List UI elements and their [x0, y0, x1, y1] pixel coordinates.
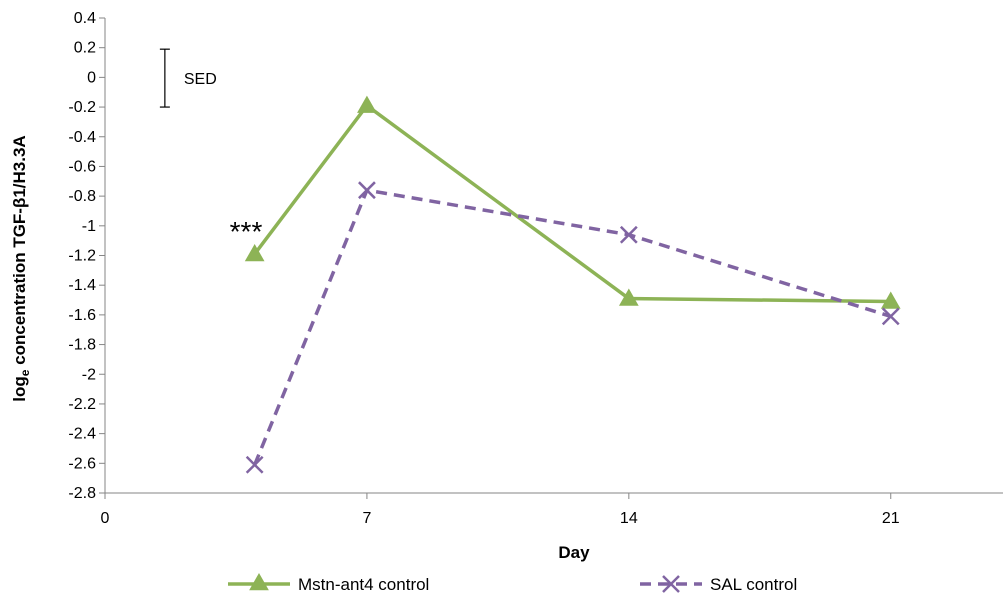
annotations: *** SED	[159, 48, 263, 247]
x-tick-label: 0	[101, 510, 110, 527]
data-point-mstn-ant4-control	[244, 244, 265, 262]
series-sal-control	[245, 181, 900, 474]
y-tick-label: 0.2	[74, 40, 96, 57]
y-tick-label: -1	[82, 218, 96, 235]
x-marker-stroke	[245, 455, 264, 474]
legend-label: Mstn-ant4 control	[298, 575, 429, 594]
x-tick-label: 14	[620, 510, 638, 527]
series-group	[244, 95, 901, 474]
x-marker-stroke	[881, 307, 900, 326]
y-axis-title-prefix: log	[10, 376, 29, 402]
data-point-mstn-ant4-control	[880, 291, 901, 309]
y-tick-label: -2.6	[68, 455, 96, 472]
series-mstn-ant4-control	[244, 95, 901, 309]
data-point-mstn-ant4-control	[618, 288, 639, 306]
y-tick-label: -1.6	[68, 307, 96, 324]
y-tick-label: 0.4	[74, 10, 96, 27]
tick-labels: 0.4 0.2 0 -0.2 -0.4 -0.6 -0.8 -1 -1.2 -1.4 -1.6 -1.…	[68, 10, 899, 527]
legend-item-mstn-ant4-control: Mstn-ant4 control	[228, 572, 429, 594]
data-point-sal-control	[358, 181, 376, 200]
series-line-sal-control	[253, 188, 892, 466]
legend-label: SAL control	[710, 575, 797, 594]
series-line-mstn-ant4-control	[253, 103, 891, 304]
y-tick-label: -0.6	[68, 158, 96, 175]
y-tick-label: -1.2	[68, 248, 96, 265]
y-tick-label: -0.8	[68, 188, 96, 205]
legend-item-sal-control: SAL control	[640, 575, 797, 594]
y-tick-label: -2	[82, 366, 96, 383]
data-point-mstn-ant4-control	[357, 95, 377, 113]
x-marker-stroke	[662, 575, 680, 593]
x-marker-stroke	[619, 225, 638, 244]
x-axis-title: Day	[558, 543, 590, 562]
y-tick-label: -2.8	[68, 485, 96, 502]
sed-error-bar: SED	[159, 48, 217, 108]
legend: Mstn-ant4 control SAL control	[228, 572, 797, 594]
data-point-sal-control	[619, 225, 638, 244]
y-tick-label: -0.2	[68, 99, 96, 116]
data-point-sal-control	[245, 455, 264, 474]
y-tick-label: -0.4	[68, 129, 96, 146]
axes	[99, 17, 1003, 499]
y-axis-title-suffix: concentration TGF-β1/H3.3A	[10, 135, 29, 369]
y-tick-label: -1.8	[68, 337, 96, 354]
x-marker-stroke	[358, 181, 376, 200]
x-tick-label: 7	[362, 510, 371, 527]
data-point-sal-control	[881, 307, 900, 326]
legend-marker	[662, 575, 680, 593]
sed-label: SED	[184, 71, 217, 88]
y-tick-label: -2.2	[68, 396, 96, 413]
y-axis-title: loge concentration TGF-β1/H3.3A	[10, 135, 32, 401]
legend-marker	[249, 572, 269, 591]
y-tick-label: -2.4	[68, 426, 96, 443]
significance-marker: ***	[230, 216, 263, 247]
y-tick-label: -1.4	[68, 277, 96, 294]
x-tick-label: 21	[882, 510, 900, 527]
y-tick-label: 0	[87, 69, 96, 86]
y-axis-title-subscript: e	[18, 369, 32, 376]
